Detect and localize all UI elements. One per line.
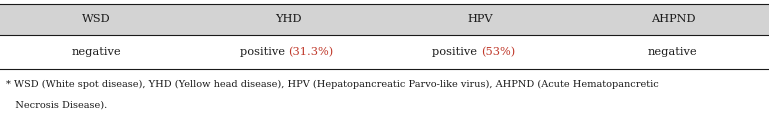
Text: positive: positive xyxy=(432,47,481,57)
Text: Necrosis Disease).: Necrosis Disease). xyxy=(6,101,108,110)
Text: positive  (31.3%): positive (31.3%) xyxy=(240,47,337,57)
Text: negative: negative xyxy=(648,47,697,57)
Text: WSD: WSD xyxy=(82,14,111,24)
Text: (31.3%): (31.3%) xyxy=(288,47,334,57)
Text: HPV: HPV xyxy=(468,14,494,24)
Text: * WSD (White spot disease), YHD (Yellow head disease), HPV (Hepatopancreatic Par: * WSD (White spot disease), YHD (Yellow … xyxy=(6,80,659,89)
Text: positive: positive xyxy=(240,47,288,57)
Text: YHD: YHD xyxy=(275,14,301,24)
Text: negative: negative xyxy=(72,47,121,57)
Text: (53%): (53%) xyxy=(481,47,515,57)
Bar xyxy=(0,4,769,35)
Text: AHPND: AHPND xyxy=(651,14,695,24)
